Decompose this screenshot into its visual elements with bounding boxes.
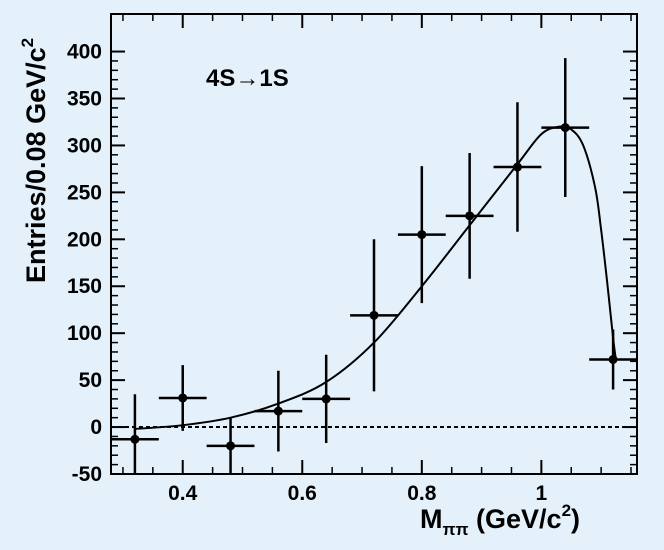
annotation-label: 4S→1S <box>206 65 289 92</box>
y-tick-label: 250 <box>67 181 102 204</box>
x-tick-label: 0.4 <box>168 482 198 505</box>
x-axis-ticks: 0.4 0.6 0.8 1 <box>122 14 632 505</box>
y-axis-title-sup: 2 <box>18 38 37 47</box>
x-tick-label: 0.6 <box>288 482 317 505</box>
data-point <box>512 162 522 172</box>
y-tick-label: 150 <box>67 275 102 298</box>
data-point <box>130 434 140 444</box>
y-tick-label: 50 <box>79 369 102 392</box>
x-axis-title-sub: ππ <box>443 520 469 539</box>
x-axis-title-main: M <box>420 504 443 534</box>
y-tick-label: -50 <box>72 463 102 486</box>
data-point <box>417 230 427 240</box>
y-tick-label: 300 <box>67 134 102 157</box>
data-points <box>111 58 637 474</box>
data-point <box>178 393 188 403</box>
x-tick-label: 1 <box>536 482 548 505</box>
x-axis-title-units: (GeV/c <box>469 504 562 534</box>
data-point <box>369 310 379 320</box>
y-tick-label: 400 <box>67 41 102 64</box>
y-tick-label: 0 <box>90 416 102 439</box>
y-axis-title-main: Entries/0.08 GeV/c <box>21 47 51 283</box>
data-point <box>273 406 283 416</box>
x-axis-title-units-close: ) <box>571 504 580 534</box>
y-axis-ticks: -50 0 50 100 150 200 250 300 350 400 <box>67 41 637 486</box>
data-point <box>226 441 236 451</box>
data-point <box>465 211 475 221</box>
y-axis-title: Entries/0.08 GeV/c2 <box>18 38 51 283</box>
x-axis-title: Mππ (GeV/c2) <box>420 501 580 539</box>
y-tick-label: 100 <box>67 322 102 345</box>
y-tick-label: 350 <box>67 87 102 110</box>
data-point <box>560 123 570 133</box>
x-tick-label: 0.8 <box>407 482 437 505</box>
y-tick-label: 200 <box>67 228 102 251</box>
data-point <box>608 354 618 364</box>
data-point <box>321 394 331 404</box>
x-axis-title-units-sup: 2 <box>562 501 571 520</box>
